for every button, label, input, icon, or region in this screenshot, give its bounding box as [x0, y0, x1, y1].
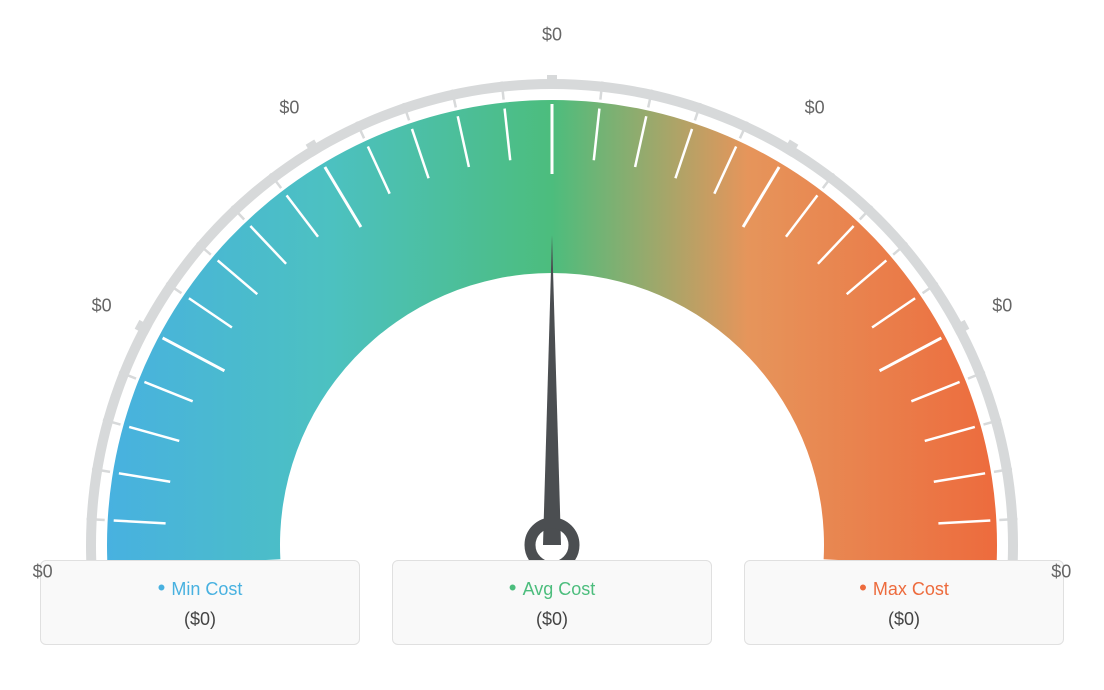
gauge-svg — [0, 0, 1104, 560]
legend-value-avg: ($0) — [393, 609, 711, 630]
gauge-tick-label: $0 — [542, 25, 562, 46]
legend-row: Min Cost ($0) Avg Cost ($0) Max Cost ($0… — [0, 560, 1104, 645]
legend-label-min: Min Cost — [41, 575, 359, 601]
legend-label-max: Max Cost — [745, 575, 1063, 601]
legend-value-max: ($0) — [745, 609, 1063, 630]
gauge-chart: $0$0$0$0$0$0$0 — [0, 0, 1104, 560]
gauge-tick-label: $0 — [992, 295, 1012, 316]
legend-label-avg: Avg Cost — [393, 575, 711, 601]
legend-card-min: Min Cost ($0) — [40, 560, 360, 645]
gauge-tick-label: $0 — [92, 295, 112, 316]
legend-card-max: Max Cost ($0) — [744, 560, 1064, 645]
gauge-tick-label: $0 — [805, 97, 825, 118]
legend-value-min: ($0) — [41, 609, 359, 630]
gauge-tick-label: $0 — [33, 561, 53, 582]
gauge-tick-label: $0 — [1051, 561, 1071, 582]
legend-card-avg: Avg Cost ($0) — [392, 560, 712, 645]
gauge-tick-label: $0 — [279, 97, 299, 118]
